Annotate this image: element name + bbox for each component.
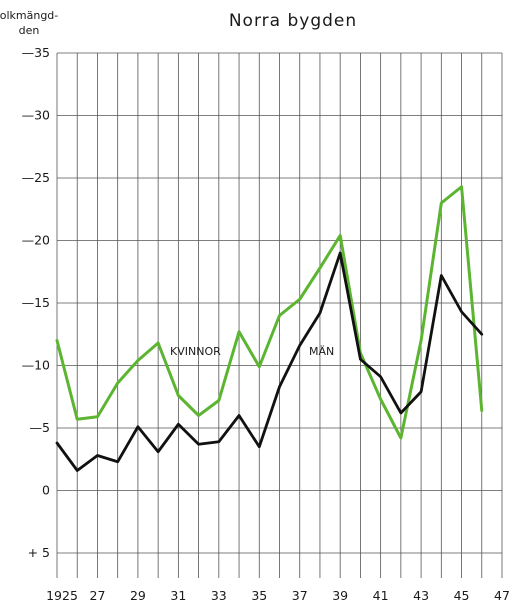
x-tick-label: 39: [332, 588, 348, 603]
x-tick-labels: 1925 27 29 31 33 35 37 39 41 43 45 47: [46, 588, 510, 603]
y-axis-label-line-1: olkmängd-: [0, 9, 58, 22]
series-line-man: [55, 251, 484, 472]
x-tick-label: 27: [90, 588, 106, 603]
x-tick-label: 33: [211, 588, 227, 603]
y-tick-label: + 5: [28, 545, 50, 560]
x-tick-label: 41: [373, 588, 389, 603]
series-label-kvinnor: KVINNOR: [170, 345, 221, 358]
x-tick-label: 31: [170, 588, 186, 603]
x-tick-label: 1925: [46, 588, 78, 603]
y-tick-label: —35: [22, 45, 50, 60]
y-axis-label-line-2: den: [19, 24, 40, 37]
x-tick-label: 43: [413, 588, 429, 603]
y-tick-labels: —35 —30 —25 —20 —15 —10 —5 0 + 5: [22, 45, 50, 560]
x-tick-label: 35: [251, 588, 267, 603]
series-label-man: MÄN: [309, 345, 334, 358]
x-tick-label: 29: [130, 588, 146, 603]
x-tick-label: 37: [292, 588, 308, 603]
chart-title: Norra bygden: [229, 11, 357, 31]
x-tick-label: 47: [494, 588, 510, 603]
x-tick-label: 45: [454, 588, 470, 603]
y-tick-label: —30: [22, 108, 50, 123]
y-tick-label: —20: [22, 233, 50, 248]
series-lines: [55, 185, 484, 472]
y-tick-label: —10: [22, 358, 50, 373]
y-tick-label: —5: [30, 420, 50, 435]
y-tick-label: 0: [42, 483, 50, 498]
y-tick-label: —25: [22, 170, 50, 185]
series-line-kvinnor: [55, 185, 484, 440]
y-tick-label: —15: [22, 295, 50, 310]
